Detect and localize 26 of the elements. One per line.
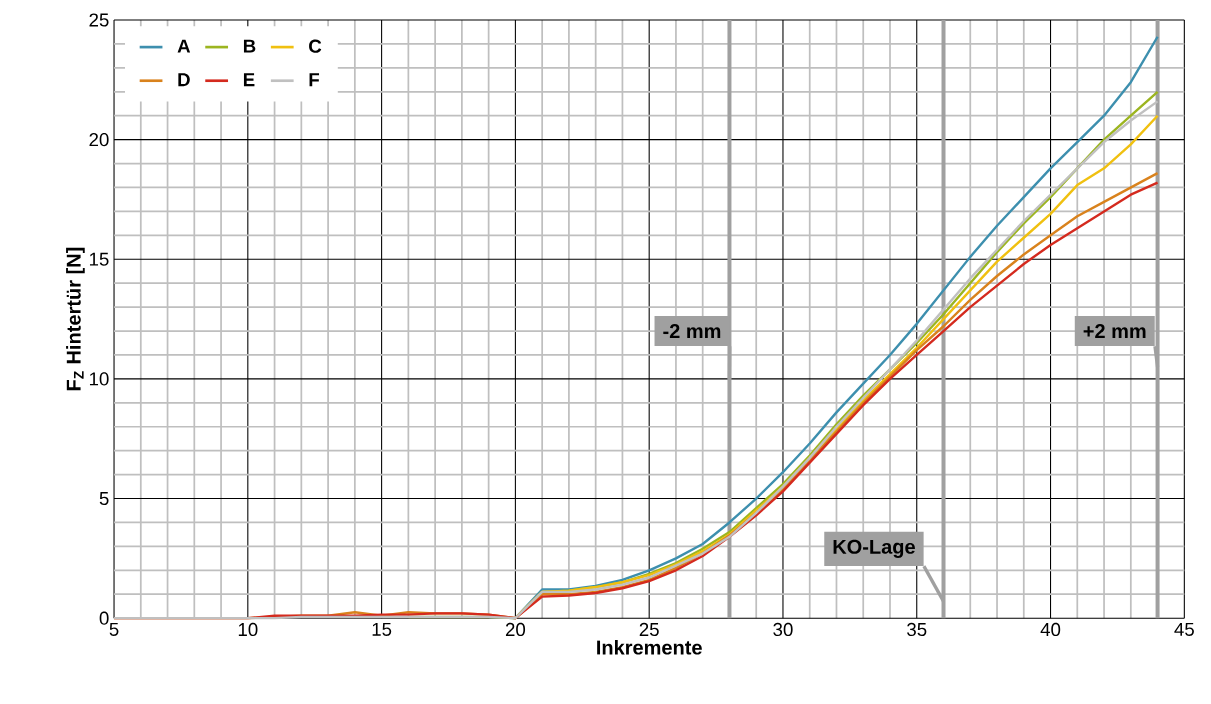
x-tick-label: 15 <box>372 622 392 636</box>
x-tick-label: 10 <box>238 622 258 637</box>
y-tick-label: 0 <box>99 611 109 625</box>
ref-line-label: +2 mm <box>1083 323 1146 338</box>
x-tick-label: 35 <box>907 622 927 637</box>
y-axis-title: F$_{Z}$ Hintertür [N] <box>66 247 85 391</box>
y-tick-label: 25 <box>89 13 109 27</box>
x-tick-label: 45 <box>1174 622 1194 636</box>
legend-label: B <box>243 39 256 53</box>
y-tick-label: 5 <box>99 491 109 505</box>
x-tick-label: 30 <box>773 622 793 637</box>
ref-line-label: -2 mm <box>663 323 721 338</box>
legend-label: A <box>177 39 191 53</box>
x-tick-label: 20 <box>505 622 526 637</box>
x-tick-label: 40 <box>1040 622 1061 637</box>
legend-label: C <box>309 39 322 53</box>
y-tick-label: 10 <box>89 372 109 386</box>
legend-label: E <box>243 73 255 87</box>
legend-label: D <box>178 73 190 87</box>
y-tick-label: 15 <box>89 252 109 266</box>
y-tick-label: 20 <box>89 132 109 147</box>
legend-label: F <box>309 73 320 87</box>
ref-line-label: KO-Lage <box>833 539 915 558</box>
x-tick-label: 5 <box>109 622 119 636</box>
x-tick-label: 25 <box>639 622 659 637</box>
x-axis-title: Inkremente <box>597 639 702 655</box>
